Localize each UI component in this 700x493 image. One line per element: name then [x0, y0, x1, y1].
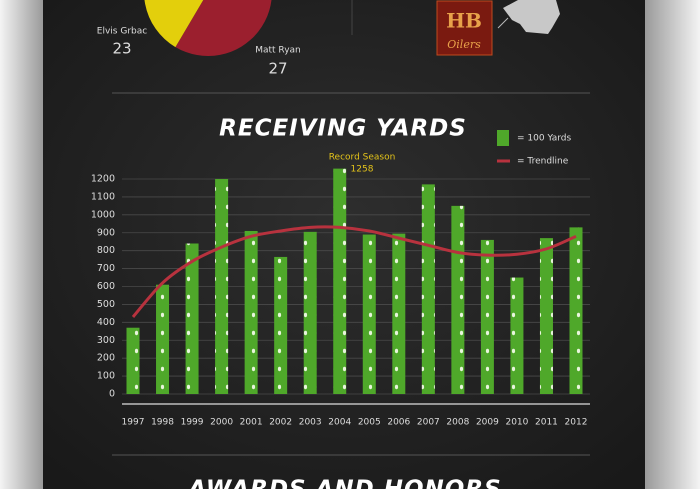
- bar-pattern: [480, 239, 494, 394]
- bar-chart: 0 100 200 300 400 500 600 700 800 900 1000 1100 1200…: [91, 130, 590, 428]
- y-tick-label: 500: [97, 299, 115, 310]
- legend-swatch: [497, 130, 509, 146]
- pie-slice: [175, 0, 272, 56]
- x-tick-label: 2001: [240, 418, 263, 428]
- x-tick-label: 2011: [535, 418, 558, 428]
- bar-pattern: [215, 179, 229, 394]
- y-tick-label: 400: [97, 317, 115, 328]
- side-right: [645, 0, 700, 489]
- annotation-value: 1258: [351, 165, 374, 175]
- x-tick-label: 2009: [476, 418, 499, 428]
- bar-pattern: [539, 238, 553, 394]
- pie-label: Elvis Grbac: [97, 27, 147, 37]
- x-tick-label: 2002: [269, 418, 292, 428]
- annotation: Record Season: [329, 153, 396, 163]
- map: [503, 0, 560, 34]
- bar-pattern: [451, 205, 465, 394]
- pie-label: Matt Ryan: [255, 46, 301, 56]
- y-tick-label: 900: [97, 227, 115, 238]
- map-pointer: [497, 17, 509, 29]
- bar-pattern: [303, 231, 317, 394]
- x-tick-label: 2006: [387, 418, 410, 428]
- bar-pattern: [362, 234, 376, 394]
- bar-pattern: [126, 327, 140, 394]
- chart-title: RECEIVING YARDS: [219, 116, 467, 142]
- y-tick-label: 0: [109, 389, 115, 400]
- y-tick-label: 700: [97, 263, 115, 274]
- pie-value: 23: [112, 40, 131, 58]
- bar-pattern: [156, 284, 170, 394]
- y-tick-label: 300: [97, 335, 115, 346]
- y-tick-label: 1100: [91, 191, 115, 202]
- bar-pattern: [274, 256, 288, 394]
- bar-pattern: [421, 184, 435, 394]
- y-tick-label: 600: [97, 281, 115, 292]
- side-left: [0, 0, 43, 489]
- x-tick-label: 2010: [505, 418, 528, 428]
- bar-pattern: [244, 230, 258, 394]
- logo-top: HB: [446, 9, 482, 33]
- x-tick-label: 2000: [210, 418, 233, 428]
- logo-bottom: Oilers: [447, 38, 481, 51]
- bar-pattern: [185, 243, 199, 394]
- y-tick-label: 1000: [91, 209, 115, 220]
- x-tick-label: 1998: [151, 418, 174, 428]
- bar-pattern: [569, 227, 583, 394]
- pie-value: 27: [268, 60, 287, 78]
- y-tick-label: 100: [97, 371, 115, 382]
- logo: [436, 0, 493, 56]
- trendline: [131, 225, 577, 318]
- x-tick-label: 2003: [299, 418, 322, 428]
- pie-slice: [144, 0, 204, 48]
- x-tick-label: 2005: [358, 418, 381, 428]
- y-tick-label: 800: [97, 245, 115, 256]
- x-tick-label: 2004: [328, 418, 351, 428]
- pie-chart: [144, 0, 272, 56]
- legend-label: = Trendline: [517, 157, 569, 167]
- legend-label: = 100 Yards: [517, 134, 571, 144]
- bar-pattern: [510, 277, 524, 394]
- x-tick-label: 1999: [181, 418, 204, 428]
- bar-pattern: [333, 168, 347, 394]
- x-tick-label: 2012: [565, 418, 588, 428]
- bar-pattern: [392, 233, 406, 394]
- x-tick-label: 2007: [417, 418, 440, 428]
- x-tick-label: 1997: [122, 418, 145, 428]
- y-tick-label: 200: [97, 353, 115, 364]
- x-tick-label: 2008: [446, 418, 469, 428]
- section-title: AWARDS AND HONORS: [186, 477, 501, 490]
- y-tick-label: 1200: [91, 174, 115, 185]
